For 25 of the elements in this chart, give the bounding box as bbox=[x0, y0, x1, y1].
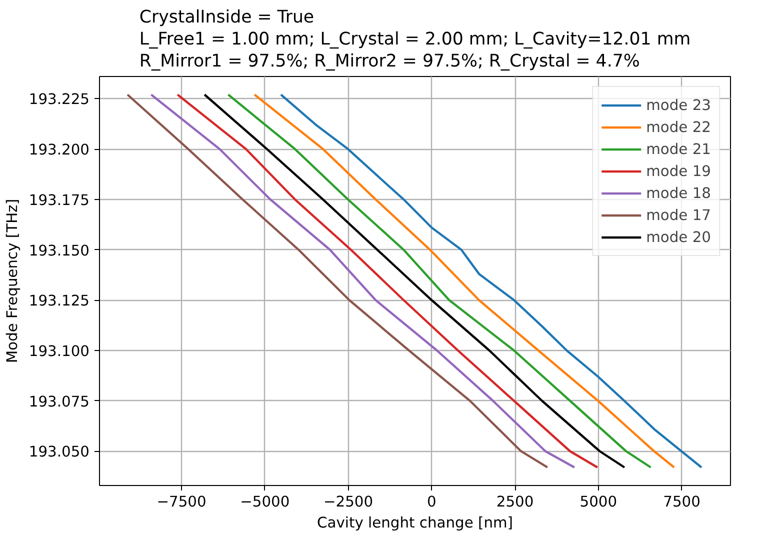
legend-label: mode 23 bbox=[646, 96, 711, 114]
x-tick-label: −2500 bbox=[324, 494, 374, 510]
y-axis-title: Mode Frequency [THz] bbox=[4, 198, 21, 364]
x-tick-label: −7500 bbox=[156, 494, 206, 510]
y-tick-label: 193.150 bbox=[28, 242, 90, 260]
y-tick-label: 193.125 bbox=[28, 292, 90, 310]
legend-label: mode 19 bbox=[646, 162, 711, 180]
x-tick-label: 5000 bbox=[580, 494, 618, 510]
x-tick-label: 7500 bbox=[663, 494, 700, 510]
y-tick-label: 193.225 bbox=[28, 91, 90, 108]
y-tick-label: 193.200 bbox=[28, 142, 90, 159]
legend-label: mode 20 bbox=[646, 228, 711, 246]
y-tick-label: 193.075 bbox=[28, 393, 90, 410]
y-tick-label: 193.100 bbox=[28, 343, 90, 360]
x-axis-title: Cavity lenght change [nm] bbox=[316, 514, 514, 532]
legend-label: mode 17 bbox=[646, 206, 711, 224]
y-tick-label: 193.175 bbox=[28, 192, 90, 209]
y-tick-label: 193.050 bbox=[28, 444, 90, 461]
chart-title: CrystalInside = True L_Free1 = 1.00 mm; L_Crystal = 2.00 mm; L_Cavity=12.01 mm R_Mirror1 = 97.5%; R_Mirror2 = 97.5%; R_Crystal = 4.7% bbox=[139, 8, 691, 72]
x-tick-label: 2500 bbox=[496, 494, 534, 510]
legend-label: mode 18 bbox=[646, 184, 711, 202]
legend-label: mode 21 bbox=[646, 140, 711, 158]
x-tick-label: 0 bbox=[427, 494, 436, 510]
legend-label: mode 22 bbox=[646, 118, 711, 136]
x-tick-label: −5000 bbox=[240, 494, 290, 510]
